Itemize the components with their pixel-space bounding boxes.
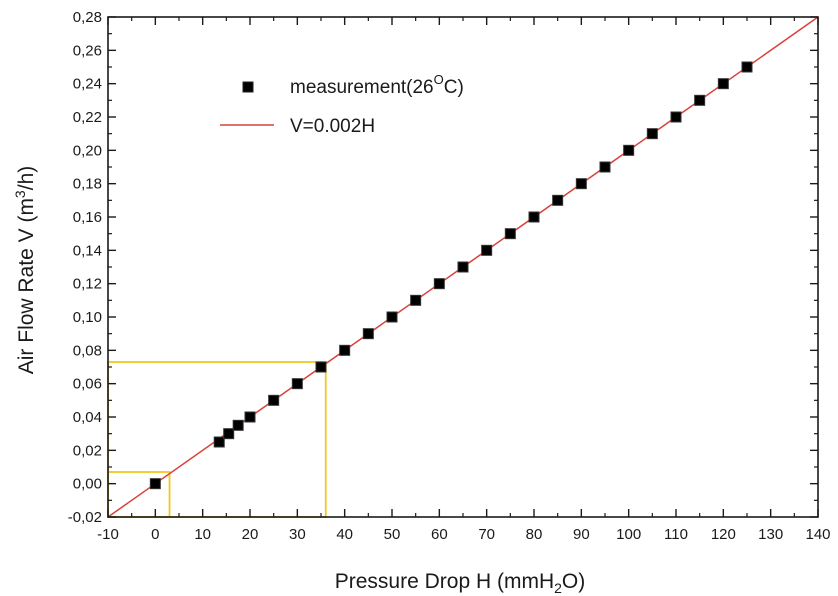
x-tick-label: 0 — [151, 526, 159, 543]
y-tick-label: 0,24 — [73, 76, 102, 93]
data-point — [268, 394, 280, 406]
legend-label-fit: V=0.002H — [290, 116, 375, 137]
data-point — [213, 436, 225, 448]
x-tick-label: 110 — [664, 526, 688, 543]
x-tick-label: 80 — [526, 526, 543, 543]
y-tick-label: 0,00 — [73, 476, 102, 493]
y-tick-label: 0,04 — [73, 409, 102, 426]
x-tick-label: 100 — [616, 526, 641, 543]
legend-marker-square — [242, 81, 254, 93]
data-point — [315, 361, 327, 373]
data-point — [670, 111, 682, 123]
y-tick-label: 0,06 — [73, 376, 102, 393]
y-tick-label: 0,12 — [73, 276, 102, 293]
data-point — [694, 94, 706, 106]
x-tick-label: 140 — [805, 526, 830, 543]
x-tick-label: -10 — [97, 526, 119, 543]
x-tick-label: 50 — [384, 526, 401, 543]
y-tick-label: 0,10 — [73, 309, 102, 326]
x-tick-label: 20 — [242, 526, 259, 543]
y-tick-label: 0,08 — [73, 342, 102, 359]
x-axis-tick-labels: -10 0 10 20 30 40 50 60 70 80 90 100 110 120 130 140 — [97, 526, 830, 543]
y-tick-label: 0,02 — [73, 442, 102, 459]
y-tick-label: 0,14 — [73, 242, 102, 259]
legend-label-measurement: measurement(26OC) — [290, 72, 464, 98]
y-axis-tick-labels: -0,02 0,00 0,02 0,04 0,06 0,08 0,10 0,12 0,14 0,1… — [68, 9, 102, 526]
legend: measurement(26OC) V=0.002H — [220, 72, 464, 137]
data-point — [410, 294, 422, 306]
data-point — [223, 428, 235, 440]
y-tick-label: 0,28 — [73, 9, 102, 26]
axis-ticks — [107, 16, 819, 518]
data-point — [717, 78, 729, 90]
x-tick-label: 120 — [711, 526, 736, 543]
data-point — [504, 228, 516, 240]
y-tick-label: 0,20 — [73, 142, 102, 159]
data-point — [244, 411, 256, 423]
data-point — [623, 144, 635, 156]
y-axis-title: Air Flow Rate V (m3/h) — [12, 166, 38, 375]
x-tick-label: 130 — [758, 526, 783, 543]
data-point — [741, 61, 753, 73]
data-point — [599, 161, 611, 173]
data-points — [149, 61, 753, 490]
data-point — [339, 344, 351, 356]
data-point — [575, 178, 587, 190]
data-point — [552, 194, 564, 206]
x-tick-label: 40 — [336, 526, 353, 543]
y-tick-label: 0,16 — [73, 209, 102, 226]
data-point — [528, 211, 540, 223]
y-tick-label: 0,26 — [73, 42, 102, 59]
data-point — [646, 128, 658, 140]
data-point — [149, 478, 161, 490]
y-tick-label: 0,22 — [73, 109, 102, 126]
x-tick-label: 60 — [431, 526, 448, 543]
data-point — [386, 311, 398, 323]
data-point — [232, 419, 244, 431]
y-tick-label: -0,02 — [68, 509, 102, 526]
data-point — [457, 261, 469, 273]
data-point — [481, 244, 493, 256]
data-point — [433, 278, 445, 290]
data-point — [362, 328, 374, 340]
x-tick-label: 30 — [289, 526, 306, 543]
data-point — [291, 378, 303, 390]
x-tick-label: 90 — [573, 526, 590, 543]
y-tick-label: 0,18 — [73, 176, 102, 193]
x-axis-title: Pressure Drop H (mmH2O) — [335, 570, 586, 596]
x-tick-label: 10 — [194, 526, 211, 543]
x-tick-label: 70 — [478, 526, 495, 543]
